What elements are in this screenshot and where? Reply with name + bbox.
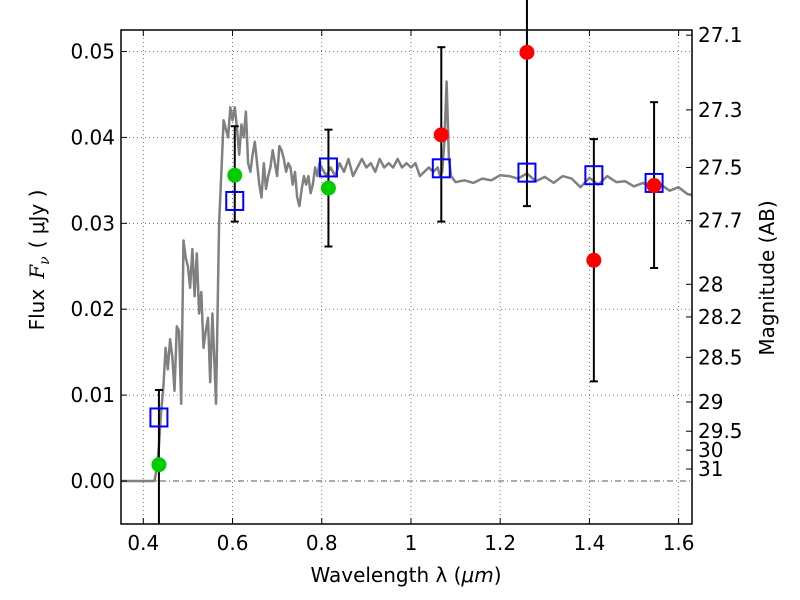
x-tick-label: 1.4 (573, 531, 605, 555)
axis-ticks: 0.4 0.6 0.8 1 1.2 1.4 1.6 0.00 0.01 0.02 0.03 0.04 0… (70, 23, 742, 555)
x-tick-label: 1.2 (484, 531, 516, 555)
y-tick-label: 0.04 (70, 125, 115, 149)
x-axis-title-unit: μm (460, 563, 493, 587)
measurement-dot (433, 127, 449, 143)
x-tick-label: 0.6 (217, 531, 249, 555)
photometry-square (149, 407, 169, 428)
y-axis-title: Flux Fν ( μJy ) (25, 190, 53, 331)
y-tick-label: 0.03 (70, 211, 115, 235)
y-axis-title-subscript: ν (37, 256, 53, 265)
x-tick-label: 1.6 (663, 531, 695, 555)
magnitude-tick-label: 27.3 (698, 98, 743, 122)
y-axis-title-symbol: F (25, 264, 49, 280)
right-axis-title: Magnitude (AB) (755, 200, 779, 355)
magnitude-tick-label: 28.2 (698, 305, 743, 329)
magnitude-tick-label: 30 (698, 438, 723, 462)
measurement-points (151, 44, 662, 473)
measurement-dot (586, 252, 602, 268)
magnitude-tick-label: 27.1 (698, 23, 743, 47)
x-tick-label: 0.4 (127, 531, 159, 555)
measurement-dot (320, 180, 336, 196)
x-tick-label: 0.8 (306, 531, 338, 555)
y-tick-label: 0.00 (70, 469, 115, 493)
photometry-square (225, 190, 245, 211)
measurement-dot (227, 167, 243, 183)
y-tick-label: 0.05 (70, 39, 115, 63)
x-tick-label: 1 (405, 531, 418, 555)
measurement-dot (519, 44, 535, 60)
magnitude-tick-label: 29.5 (698, 419, 743, 443)
y-tick-label: 0.02 (70, 297, 115, 321)
magnitude-tick-label: 28 (698, 272, 723, 296)
magnitude-tick-label: 27.5 (698, 155, 743, 179)
magnitude-tick-label: 29 (698, 390, 723, 414)
model-spectrum (121, 80, 693, 483)
x-axis-title-main: Wavelength λ ( (310, 563, 461, 587)
x-axis-title: Wavelength λ (μm) (310, 563, 501, 587)
y-axis-title-unit: ( μJy ) (25, 190, 49, 249)
magnitude-tick-label: 28.5 (698, 345, 743, 369)
photometry-square (517, 162, 537, 183)
measurement-dot (151, 457, 167, 473)
magnitude-tick-label: 27.7 (698, 209, 743, 233)
x-axis-title-end: ) (494, 563, 502, 587)
y-tick-label: 0.01 (70, 383, 115, 407)
sed-curve (121, 80, 693, 483)
photometry-square (318, 157, 338, 178)
photometry-square (431, 158, 451, 179)
plot-frame (120, 29, 693, 525)
photometry-square (584, 165, 604, 186)
measurement-dot (646, 178, 662, 194)
y-axis-title-flux: Flux (25, 289, 49, 331)
magnitude-tick-label: 31 (698, 457, 723, 481)
